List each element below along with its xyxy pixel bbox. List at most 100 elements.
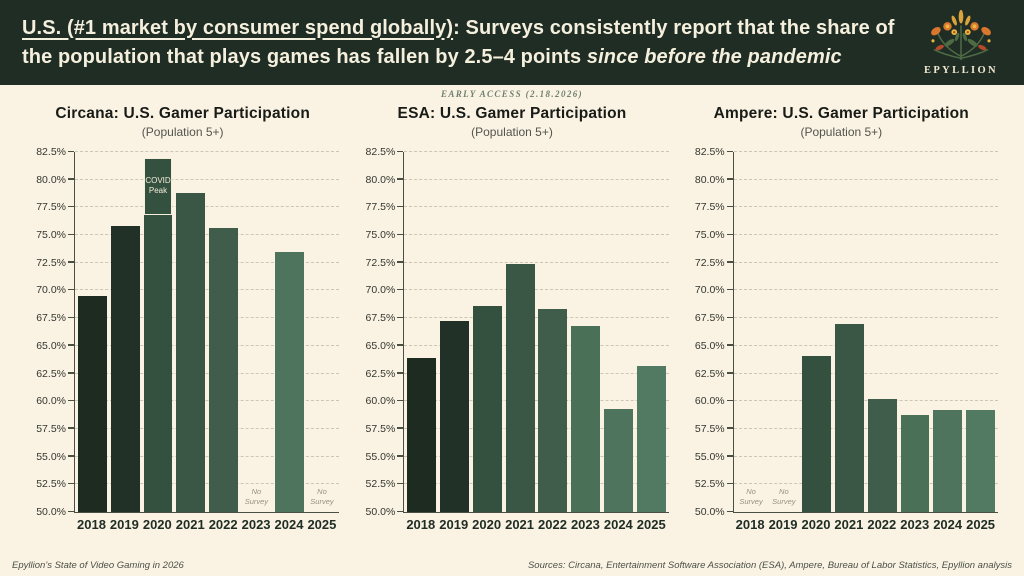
plot-wrap: COVID Peak No Survey No Survey 2018 2019 2020 20… — [68, 150, 340, 532]
bar-2023 — [900, 414, 930, 512]
bar-2024 — [933, 410, 963, 512]
title-rest-text: : Surveys consistently report that the s… — [22, 16, 895, 68]
y-tick-mark — [68, 427, 74, 429]
gridline — [404, 206, 669, 208]
y-tick-mark — [397, 178, 404, 180]
y-tick-mark — [397, 344, 404, 346]
y-tick-mark — [726, 344, 733, 346]
bar-2020 — [802, 355, 832, 512]
y-tick-mark — [68, 372, 74, 374]
y-tick-mark — [68, 205, 74, 208]
y-tick-label: 55.0% — [36, 450, 66, 463]
x-tick-label-2021: 2021 — [505, 517, 535, 532]
y-tick-mark — [68, 510, 74, 512]
bar-slot-2022 — [207, 152, 240, 512]
chart-title: Ampere: U.S. Gamer Participation — [713, 105, 969, 122]
bar-slot-2025 — [964, 152, 997, 512]
plot-wrap: 2018 2019 2020 2021 2022 2023 2024 2025 — [397, 150, 669, 532]
no-survey-label: No Survey — [739, 486, 763, 506]
y-tick-label: 82.5% — [365, 146, 396, 158]
x-tick-label-2024: 2024 — [603, 517, 633, 532]
y-tick-label: 50.0% — [694, 506, 725, 518]
chart-subtitle: (Population 5+) — [471, 125, 553, 139]
y-tick-mark — [726, 233, 733, 236]
no-survey-label: No Survey — [772, 486, 796, 506]
x-tick-label-2021: 2021 — [175, 517, 205, 532]
gridline — [75, 261, 340, 263]
bar-slot-2018 — [405, 152, 438, 512]
y-tick-label: 70.0% — [365, 284, 396, 297]
y-tick-label: 72.5% — [365, 256, 396, 269]
chart-ampere-head: Ampere: U.S. Gamer Participation (Popula… — [685, 105, 998, 139]
gridline — [733, 455, 998, 457]
chart-esa: ESA: U.S. Gamer Participation (Populatio… — [355, 105, 669, 532]
bar-2025 — [966, 410, 996, 512]
y-tick-mark — [68, 455, 74, 457]
bar-2022 — [867, 399, 897, 512]
x-axis-labels: 2018 2019 2020 2021 2022 2023 2024 2025 — [733, 517, 998, 532]
gridline — [404, 344, 669, 346]
x-axis-labels: 2018 2019 2020 2021 2022 2023 2024 2025 — [403, 517, 668, 532]
gridline — [75, 483, 340, 485]
x-tick-label-2020: 2020 — [472, 517, 502, 532]
y-tick-label: 72.5% — [694, 256, 725, 269]
bar-slot-2022 — [866, 152, 899, 512]
y-tick-label: 57.5% — [694, 422, 725, 435]
y-tick-label: 72.5% — [36, 256, 66, 269]
y-tick-mark — [68, 150, 74, 152]
page-title: U.S. (#1 market by consumer spend global… — [22, 14, 902, 72]
covid-peak-annotation: COVID Peak — [143, 157, 173, 216]
y-tick-label: 52.5% — [36, 478, 66, 491]
bar-2022 — [209, 228, 239, 512]
x-tick-label-2018: 2018 — [735, 517, 765, 532]
bar-slot-2018: No Survey — [735, 152, 768, 512]
y-tick-mark — [397, 399, 404, 402]
title-italic-text: since before the pandemic — [586, 45, 842, 68]
epyllion-logo: EPYLLION — [914, 8, 1008, 77]
gridline — [404, 427, 669, 429]
bar-slot-2021 — [833, 152, 866, 512]
gridline — [733, 289, 998, 291]
plot-area — [397, 150, 669, 513]
chart-ampere-body: 50.0% 52.5% 55.0% 57.5% 60.0% 62.5% 65.0% 67.5%… — [685, 146, 998, 532]
bar-slot-2018 — [76, 152, 109, 512]
plot-area: No Survey No Survey — [726, 150, 998, 513]
y-tick-mark — [397, 150, 404, 152]
y-tick-mark — [726, 261, 733, 263]
chart-title: ESA: U.S. Gamer Participation — [397, 105, 627, 122]
y-tick-label: 52.5% — [694, 478, 725, 491]
y-tick-mark — [68, 233, 74, 236]
y-tick-mark — [397, 261, 404, 263]
bar-slot-2025 — [635, 152, 668, 512]
bars-container: COVID Peak No Survey No Survey — [75, 152, 339, 512]
bar-slot-2021 — [504, 152, 537, 512]
y-tick-label: 50.0% — [365, 506, 396, 518]
footer-right: Sources: Circana, Entertainment Software… — [527, 560, 1012, 571]
y-tick-mark — [726, 427, 733, 429]
y-tick-label: 55.0% — [694, 450, 725, 463]
bar-slot-2019: No Survey — [767, 152, 800, 512]
x-tick-label-2019: 2019 — [109, 517, 139, 532]
y-axis-labels: 50.0% 52.5% 55.0% 57.5% 60.0% 62.5% 65.0% 67.5%… — [26, 146, 66, 518]
bar-2023 — [571, 325, 601, 512]
y-tick-label: 67.5% — [694, 312, 725, 325]
y-tick-label: 67.5% — [36, 312, 66, 325]
bar-2021 — [505, 263, 535, 512]
footer: Epyllion’s State of Video Gaming in 2026… — [12, 560, 1012, 571]
x-tick-label-2018: 2018 — [77, 517, 106, 532]
y-tick-label: 62.5% — [36, 367, 66, 380]
y-tick-mark — [397, 455, 404, 457]
y-tick-label: 60.0% — [365, 395, 396, 408]
y-tick-label: 75.0% — [36, 229, 66, 242]
gridline — [404, 289, 669, 291]
y-tick-mark — [68, 399, 74, 402]
plot-area: COVID Peak No Survey No Survey — [68, 150, 340, 513]
y-tick-label: 57.5% — [36, 422, 66, 435]
y-tick-mark — [726, 482, 733, 485]
y-tick-label: 65.0% — [36, 339, 66, 352]
y-tick-mark — [397, 427, 404, 429]
gridline — [404, 317, 669, 319]
bar-2024 — [274, 251, 304, 512]
bar-slot-2024 — [602, 152, 635, 512]
